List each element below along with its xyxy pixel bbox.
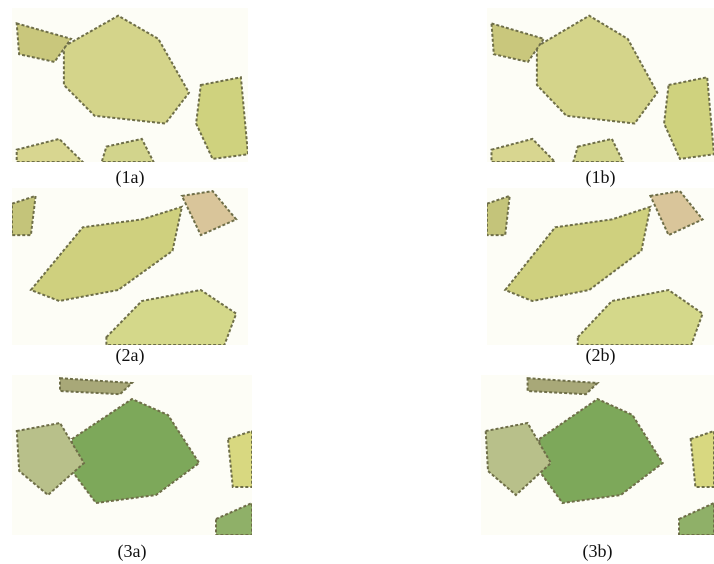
panel-caption: (3a): [92, 541, 172, 562]
panel-caption: (1a): [90, 167, 170, 188]
leaf-image: [487, 8, 714, 162]
panel-caption: (2a): [90, 345, 170, 366]
leaf-image: [12, 375, 252, 535]
panel-caption: (1b): [561, 167, 641, 188]
leaf-image: [12, 8, 248, 162]
leaf-shape: [691, 431, 714, 487]
figure: (1a) (1b) (2a) (2b) (3a) (3b): [0, 0, 714, 564]
leaf-image: [12, 188, 248, 345]
leaf-image: [481, 375, 714, 535]
panel-caption: (2b): [561, 345, 641, 366]
panel-caption: (3b): [558, 541, 638, 562]
leaf-image: [487, 188, 714, 345]
